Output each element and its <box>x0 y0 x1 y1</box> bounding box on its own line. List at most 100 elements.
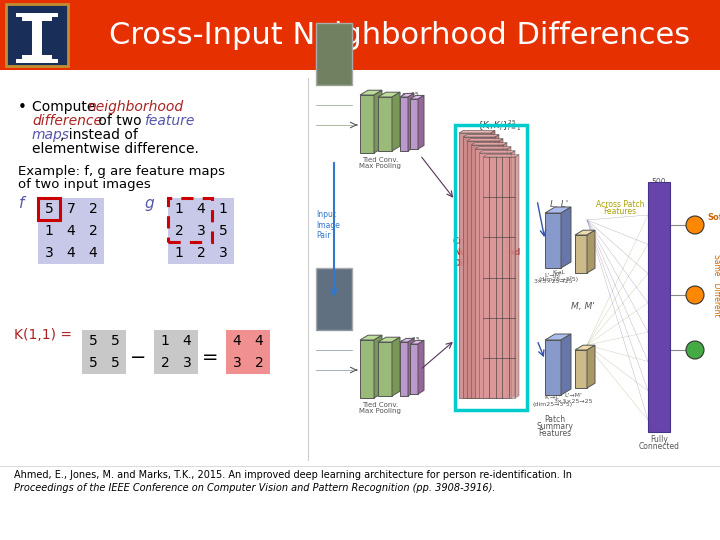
Polygon shape <box>471 143 507 145</box>
Polygon shape <box>491 131 495 398</box>
Text: 2: 2 <box>161 356 169 370</box>
Text: , instead of: , instead of <box>60 128 138 142</box>
Text: 7: 7 <box>67 202 76 216</box>
Text: Example: f, g are feature maps: Example: f, g are feature maps <box>18 165 225 178</box>
Text: 5: 5 <box>89 356 97 370</box>
Polygon shape <box>475 146 511 149</box>
Polygon shape <box>400 339 414 342</box>
Bar <box>226 352 248 374</box>
Text: 3: 3 <box>197 224 205 238</box>
Polygon shape <box>459 133 491 398</box>
Bar <box>226 330 270 374</box>
Polygon shape <box>378 97 392 151</box>
Bar <box>648 182 670 432</box>
Text: L'→M'
3×3×25→25: L'→M' 3×3×25→25 <box>534 273 572 284</box>
Text: Neighborhood: Neighborhood <box>453 248 521 257</box>
Bar <box>16 13 58 17</box>
Polygon shape <box>408 93 414 151</box>
Text: SoftMax: SoftMax <box>707 213 720 222</box>
Polygon shape <box>561 207 571 268</box>
Polygon shape <box>545 340 561 395</box>
Bar <box>32 17 42 59</box>
Polygon shape <box>495 134 499 398</box>
Polygon shape <box>479 151 515 153</box>
Polygon shape <box>374 90 382 153</box>
Circle shape <box>686 286 704 304</box>
Text: 2: 2 <box>89 224 97 238</box>
Text: K'→L'
(dim25→3²5): K'→L' (dim25→3²5) <box>533 395 573 407</box>
Polygon shape <box>408 339 414 396</box>
Polygon shape <box>360 95 374 153</box>
Polygon shape <box>410 344 418 394</box>
Polygon shape <box>507 146 511 398</box>
Polygon shape <box>483 154 519 157</box>
Polygon shape <box>392 337 400 396</box>
Text: Cross-Input Neighborhood Differences: Cross-Input Neighborhood Differences <box>109 21 690 50</box>
Polygon shape <box>471 145 503 398</box>
Text: 4: 4 <box>255 334 264 348</box>
Polygon shape <box>410 99 418 149</box>
Text: elementwise difference.: elementwise difference. <box>32 142 199 156</box>
Text: 4: 4 <box>197 202 205 216</box>
Polygon shape <box>400 342 408 396</box>
Polygon shape <box>561 334 571 395</box>
Text: 3: 3 <box>45 246 53 260</box>
Text: 4: 4 <box>67 224 76 238</box>
Polygon shape <box>463 137 495 398</box>
Polygon shape <box>360 340 374 398</box>
Text: of two input images: of two input images <box>18 178 150 191</box>
Text: 5: 5 <box>111 334 120 348</box>
Bar <box>248 352 270 374</box>
Text: 1: 1 <box>45 224 53 238</box>
Polygon shape <box>587 230 595 273</box>
Text: Input
Image
Pair: Input Image Pair <box>316 210 340 240</box>
Bar <box>168 198 234 264</box>
Circle shape <box>686 341 704 359</box>
Text: 3: 3 <box>219 246 228 260</box>
Bar <box>226 330 248 352</box>
Text: =: = <box>202 348 218 367</box>
Text: 2: 2 <box>89 202 97 216</box>
Text: Differences: Differences <box>453 259 508 268</box>
Polygon shape <box>545 207 571 213</box>
Text: 4: 4 <box>233 334 241 348</box>
Circle shape <box>686 216 704 234</box>
Polygon shape <box>587 345 595 388</box>
Text: K→L
(dim25→3²5): K→L (dim25→3²5) <box>539 270 579 282</box>
Text: 5: 5 <box>89 334 97 348</box>
Text: K(1,1) =: K(1,1) = <box>14 328 72 342</box>
Text: Fully: Fully <box>650 435 668 444</box>
Text: 2: 2 <box>255 356 264 370</box>
Polygon shape <box>459 131 495 133</box>
Text: 2: 2 <box>175 224 184 238</box>
Bar <box>16 59 58 63</box>
Polygon shape <box>410 96 424 99</box>
Polygon shape <box>483 157 515 398</box>
Text: L'→M'
3×3×25→25: L'→M' 3×3×25→25 <box>553 393 593 404</box>
Polygon shape <box>545 213 561 268</box>
Text: Patch: Patch <box>544 415 566 424</box>
Text: neighborhood: neighborhood <box>88 100 184 114</box>
Text: maps: maps <box>32 128 70 142</box>
Text: Proceedings of the IEEE Conference on Computer Vision and Pattern Recognition (p: Proceedings of the IEEE Conference on Co… <box>14 483 495 493</box>
Polygon shape <box>360 90 382 95</box>
Bar <box>0 0 720 70</box>
Text: 2: 2 <box>197 246 205 260</box>
Bar <box>22 17 52 21</box>
Polygon shape <box>378 337 400 342</box>
Bar <box>316 23 352 85</box>
Polygon shape <box>499 139 503 398</box>
Text: 1: 1 <box>174 202 184 216</box>
Text: Across Patch: Across Patch <box>595 200 644 209</box>
Bar <box>248 330 270 352</box>
Polygon shape <box>575 345 595 350</box>
Polygon shape <box>374 335 382 398</box>
Polygon shape <box>410 340 424 344</box>
Bar <box>22 55 52 59</box>
Polygon shape <box>378 92 400 97</box>
Text: Tied Conv.: Tied Conv. <box>362 402 398 408</box>
Polygon shape <box>467 139 503 141</box>
Text: $\{K_i, K_i'\}_{i=1}^{25}$: $\{K_i, K_i'\}_{i=1}^{25}$ <box>477 118 521 133</box>
Bar <box>154 330 198 374</box>
Text: Compute: Compute <box>32 100 100 114</box>
